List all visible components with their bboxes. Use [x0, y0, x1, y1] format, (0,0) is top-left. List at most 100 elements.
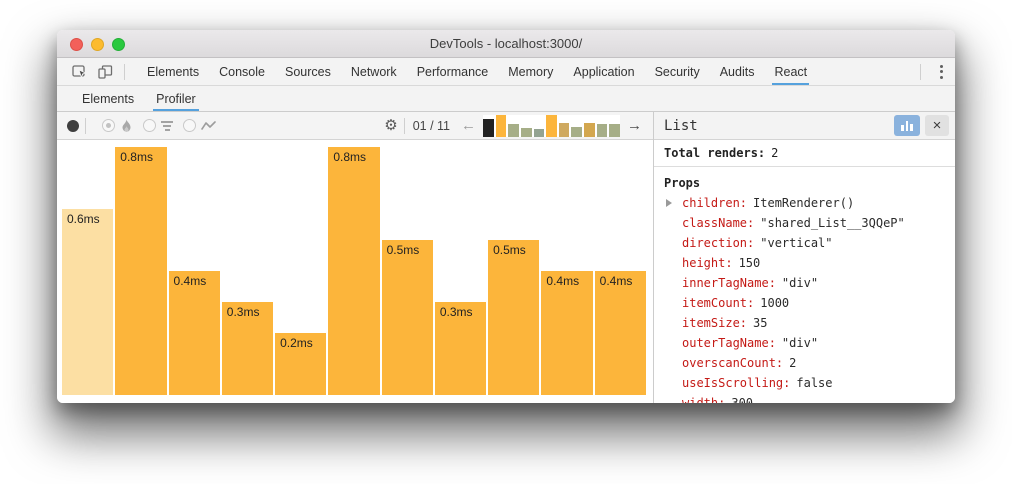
snapshot-minibar[interactable] [609, 124, 621, 137]
component-details-pane: List × Total renders: 2 Props children: … [654, 112, 955, 403]
commit-bar[interactable]: 0.5ms [381, 240, 433, 395]
prop-value: "div" [781, 276, 819, 290]
prop-value: 150 [738, 256, 761, 270]
toolbar-separator [124, 63, 125, 80]
tab-sources[interactable]: Sources [284, 64, 331, 79]
bar-duration-label: 0.8ms [333, 150, 367, 164]
prop-key: className: [682, 216, 755, 230]
prop-value: 1000 [760, 296, 790, 310]
prop-key: overscanCount: [682, 356, 784, 370]
flamegraph-view-radio[interactable] [102, 119, 115, 132]
tab-memory[interactable]: Memory [508, 64, 554, 79]
bar-duration-label: 0.3ms [439, 305, 473, 319]
commit-bar[interactable]: 0.2ms [275, 333, 327, 395]
props-heading: Props [664, 176, 701, 190]
close-panel-icon[interactable]: × [925, 115, 949, 136]
commit-bar[interactable]: 0.3ms [434, 302, 487, 395]
prop-row-direction: direction: "vertical" [664, 233, 945, 253]
prop-key: useIsScrolling: [682, 376, 791, 390]
commit-bar[interactable]: 0.8ms [115, 147, 167, 395]
snapshot-minibar[interactable] [571, 127, 583, 137]
bar-duration-label: 0.4ms [599, 274, 633, 288]
tab-console[interactable]: Console [219, 64, 265, 79]
total-renders-value: 2 [771, 146, 779, 160]
snapshot-minibar[interactable] [508, 124, 519, 137]
tab-react[interactable]: React [764, 58, 817, 85]
prop-value: "div" [781, 336, 819, 350]
zoom-window-button[interactable] [112, 38, 125, 51]
total-renders-row: Total renders: 2 [654, 140, 955, 167]
snapshot-minibar[interactable] [584, 122, 595, 137]
prop-key: innerTagName: [682, 276, 776, 290]
close-window-button[interactable] [70, 38, 83, 51]
minimize-window-button[interactable] [91, 38, 104, 51]
prop-value: 35 [753, 316, 768, 330]
expand-arrow-icon[interactable] [666, 199, 672, 207]
prop-row-outertagname: outerTagName: "div" [664, 333, 945, 353]
prop-row-classname: className: "shared_List__3QQeP" [664, 213, 945, 233]
prop-row-itemsize: itemSize: 35 [664, 313, 945, 333]
subtab-elements[interactable]: Elements [82, 91, 135, 106]
snapshot-minibar[interactable] [483, 118, 494, 137]
props-section: Props children: ItemRenderer() className… [654, 167, 955, 403]
bar-duration-label: 0.5ms [386, 243, 420, 257]
prop-row-width: width: 300 [664, 393, 945, 403]
profiler-content: ⚙ 01 / 11 ← → 0.6ms 0.8ms 0.4ms 0.3ms 0.2ms 0… [57, 112, 955, 403]
tab-elements[interactable]: Elements [147, 64, 200, 79]
record-icon[interactable] [67, 119, 79, 132]
profiler-toolbar: ⚙ 01 / 11 ← → [57, 112, 653, 140]
commit-bar[interactable]: 0.4ms [168, 271, 220, 395]
interactions-view-radio[interactable] [183, 119, 196, 132]
component-name: List [664, 117, 698, 134]
snapshot-minibar[interactable] [520, 127, 532, 137]
tab-network[interactable]: Network [350, 64, 397, 79]
bar-duration-label: 0.4ms [173, 274, 207, 288]
devtools-window: DevTools - localhost:3000/ Elements Cons… [57, 30, 955, 403]
snapshot-minibar[interactable] [533, 129, 545, 137]
commit-bar[interactable]: 0.6ms [62, 209, 114, 395]
window-titlebar[interactable]: DevTools - localhost:3000/ [57, 30, 955, 58]
snapshot-minibar[interactable] [596, 124, 608, 137]
next-snapshot-icon[interactable]: → [627, 117, 642, 134]
tab-application[interactable]: Application [573, 64, 635, 79]
prop-row-children: children: ItemRenderer() [664, 193, 945, 213]
device-toolbar-icon[interactable] [92, 58, 118, 85]
commit-bar[interactable]: 0.8ms [328, 147, 380, 395]
settings-gear-icon[interactable]: ⚙ [384, 117, 398, 134]
snapshot-minibar[interactable] [558, 122, 570, 137]
bar-duration-label: 0.6ms [67, 212, 100, 226]
toolbar-separator [85, 117, 86, 134]
tab-security[interactable]: Security [654, 64, 700, 79]
tab-performance[interactable]: Performance [416, 64, 489, 79]
previous-snapshot-icon[interactable]: ← [461, 117, 476, 134]
prop-value: "vertical" [760, 236, 833, 250]
more-options-icon[interactable] [927, 58, 955, 85]
ranked-chart-icon[interactable] [161, 120, 173, 131]
prop-value: 2 [789, 356, 797, 370]
snapshot-strip [483, 114, 621, 137]
prop-row-height: height: 150 [664, 253, 945, 273]
flame-icon[interactable] [120, 119, 133, 133]
tab-audits[interactable]: Audits [719, 64, 755, 79]
commit-bar[interactable]: 0.5ms [488, 240, 540, 395]
traffic-lights [70, 38, 125, 51]
devtools-tab-list: Elements Console Sources Network Perform… [137, 58, 914, 85]
interactions-chart-icon[interactable] [201, 120, 216, 132]
view-component-chart-button[interactable] [894, 115, 920, 136]
bar-duration-label: 0.2ms [280, 336, 313, 350]
subtab-profiler[interactable]: Profiler [145, 86, 207, 111]
inspect-element-icon[interactable] [66, 58, 92, 85]
snapshot-minibar[interactable] [546, 114, 557, 137]
devtools-main-tabbar: Elements Console Sources Network Perform… [57, 58, 955, 86]
prop-row-overscancount: overscanCount: 2 [664, 353, 945, 373]
prop-value: false [796, 376, 833, 390]
ranked-view-radio[interactable] [143, 119, 156, 132]
commit-bar-chart: 0.6ms 0.8ms 0.4ms 0.3ms 0.2ms 0.8ms 0.5ms 0.3ms… [57, 140, 653, 403]
snapshot-minibar[interactable] [495, 114, 507, 137]
total-renders-label: Total renders: [664, 146, 766, 160]
commit-bar[interactable]: 0.3ms [221, 302, 274, 395]
commit-bar[interactable]: 0.4ms [594, 271, 646, 395]
commit-bar[interactable]: 0.4ms [541, 271, 593, 395]
prop-row-useisscrolling: useIsScrolling: false [664, 373, 945, 393]
